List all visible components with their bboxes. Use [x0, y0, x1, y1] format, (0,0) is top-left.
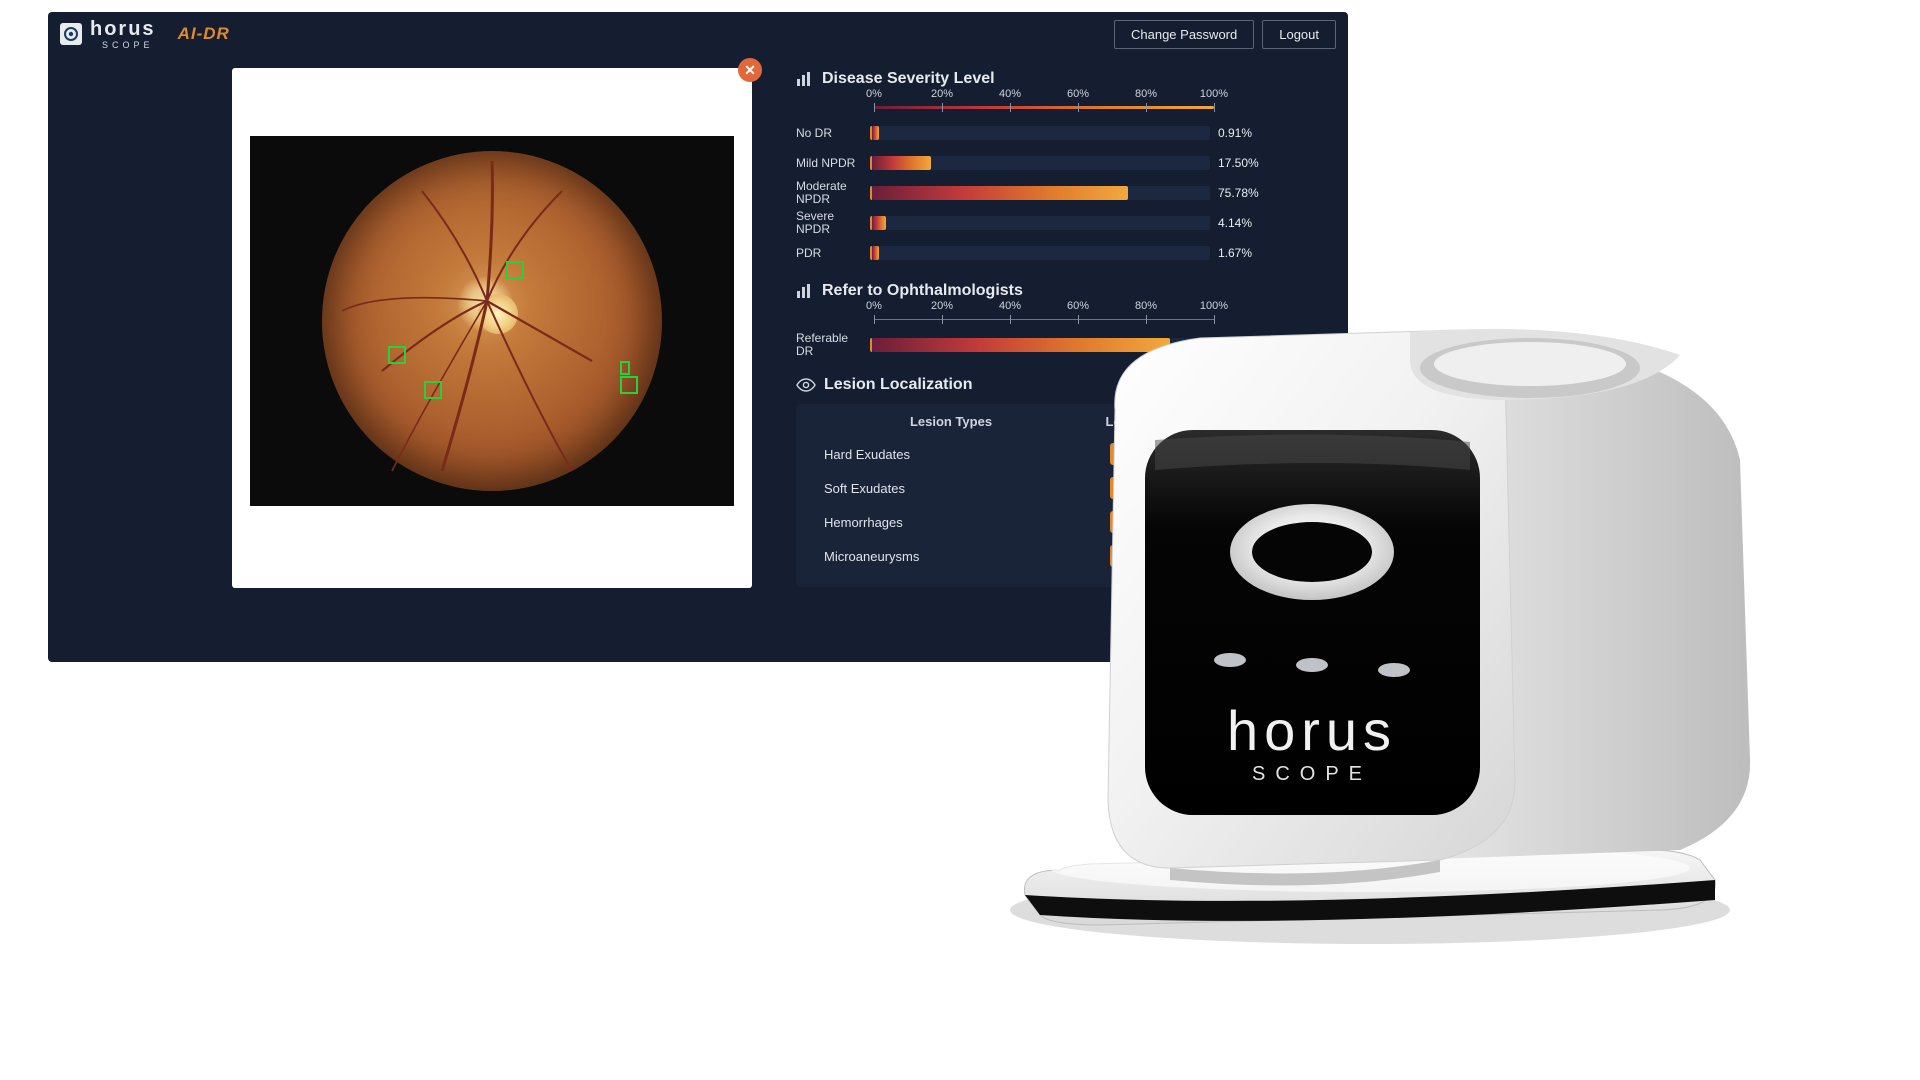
bar-row: Moderate NPDR 75.78%	[796, 178, 1324, 208]
bar-row: Severe NPDR 4.14%	[796, 208, 1324, 238]
brand-logo: horus SCOPE AI-DR	[60, 19, 230, 50]
brand-sub: SCOPE	[102, 41, 156, 50]
severity-axis: 0%20%40%60%80%100%	[874, 92, 1214, 114]
bar-fill	[872, 246, 879, 260]
brand-logo-icon	[60, 23, 82, 45]
axis-label: 40%	[999, 88, 1021, 100]
brand-name: horus	[90, 19, 156, 39]
severity-title: Disease Severity Level	[822, 70, 995, 88]
bar-label: Moderate NPDR	[796, 180, 870, 205]
device-brand-sub: SCOPE	[1252, 763, 1372, 785]
bar-label: No DR	[796, 127, 870, 140]
axis-label: 60%	[1067, 88, 1089, 100]
axis-label: 0%	[866, 300, 882, 312]
bar-value: 1.67%	[1218, 246, 1252, 260]
close-icon[interactable]: ✕	[738, 58, 762, 82]
roi-box	[620, 361, 630, 375]
roi-box	[620, 376, 638, 394]
bar-fill	[872, 216, 886, 230]
bar-value: 75.78%	[1218, 186, 1259, 200]
image-panel: ✕	[232, 68, 752, 588]
roi-box	[424, 381, 442, 399]
logout-button[interactable]: Logout	[1262, 20, 1336, 49]
axis-label: 80%	[1135, 88, 1157, 100]
bar-value: 4.14%	[1218, 216, 1252, 230]
bar-track	[870, 246, 1210, 260]
bar-label: Referable DR	[796, 332, 870, 357]
bar-label: PDR	[796, 247, 870, 260]
bar-track	[870, 156, 1210, 170]
bar-chart-icon	[796, 283, 814, 299]
change-password-button[interactable]: Change Password	[1114, 20, 1254, 49]
bar-track	[870, 186, 1210, 200]
axis-label: 20%	[931, 88, 953, 100]
bar-track	[870, 216, 1210, 230]
bar-row: No DR 0.91%	[796, 118, 1324, 148]
axis-label: 0%	[866, 88, 882, 100]
bar-value: 0.91%	[1218, 126, 1252, 140]
bar-track	[870, 126, 1210, 140]
bar-fill	[872, 156, 931, 170]
bar-label: Mild NPDR	[796, 157, 870, 170]
horus-scope-device: horus SCOPE	[940, 260, 1820, 980]
bar-value: 17.50%	[1218, 156, 1259, 170]
eye-icon	[796, 378, 816, 392]
roi-box	[506, 261, 524, 279]
axis-label: 100%	[1200, 88, 1228, 100]
bar-fill	[872, 186, 1128, 200]
severity-header: Disease Severity Level	[796, 70, 1324, 88]
device-brand-main: horus	[1227, 699, 1397, 762]
retinal-vessels	[322, 151, 662, 491]
roi-box	[388, 346, 406, 364]
bar-fill	[872, 126, 879, 140]
bar-chart-icon	[796, 71, 814, 87]
fundus-image	[250, 136, 734, 506]
retina	[322, 151, 662, 491]
bar-label: Severe NPDR	[796, 210, 870, 235]
bar-row: Mild NPDR 17.50%	[796, 148, 1324, 178]
topbar: horus SCOPE AI-DR Change Password Logout	[48, 12, 1348, 56]
image-panel-wrap: ✕	[62, 60, 582, 648]
brand-suffix: AI-DR	[178, 24, 230, 44]
